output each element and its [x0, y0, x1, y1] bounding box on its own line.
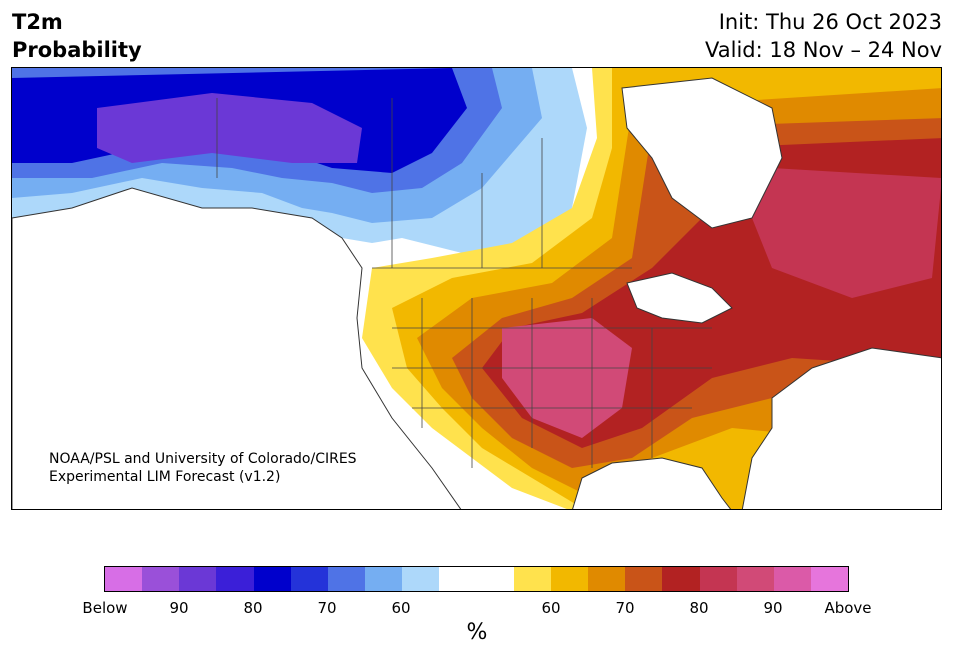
init-date: Init: Thu 26 Oct 2023	[718, 10, 942, 34]
colorbar	[104, 566, 849, 592]
colorbar-swatch	[736, 567, 774, 591]
colorbar-tick: 60	[541, 599, 561, 617]
below-strong-region	[97, 93, 362, 163]
colorbar-unit: %	[466, 620, 488, 645]
title-metric: Probability	[12, 38, 142, 62]
valid-range: Valid: 18 Nov – 24 Nov	[705, 38, 942, 62]
credit-text: NOAA/PSL and University of Colorado/CIRE…	[49, 450, 357, 486]
colorbar-swatch	[588, 567, 626, 591]
credit-line-1: NOAA/PSL and University of Colorado/CIRE…	[49, 451, 357, 467]
great-lakes	[626, 272, 733, 324]
credit-line-2: Experimental LIM Forecast (v1.2)	[49, 469, 281, 485]
colorbar-tick: Below	[82, 599, 128, 617]
colorbar-tick: 70	[317, 599, 337, 617]
colorbar-swatch	[365, 567, 403, 591]
above-max-region	[752, 168, 941, 298]
colorbar-swatch	[105, 567, 143, 591]
probability-map: NOAA/PSL and University of Colorado/CIRE…	[11, 67, 942, 510]
colorbar-swatch	[625, 567, 663, 591]
colorbar-swatch	[327, 567, 366, 591]
colorbar-tick: 80	[689, 599, 709, 617]
colorbar-tick: Above	[824, 599, 872, 617]
colorbar-swatch	[290, 567, 328, 591]
colorbar-tick: 80	[243, 599, 263, 617]
hudson-bay	[621, 77, 783, 229]
colorbar-tick: 60	[391, 599, 411, 617]
title-variable: T2m	[12, 10, 63, 34]
colorbar-tick: 70	[615, 599, 635, 617]
colorbar-swatch	[179, 567, 217, 591]
chart-title: T2m Probability	[12, 8, 142, 64]
colorbar-swatch	[773, 567, 811, 591]
colorbar-tick: 90	[169, 599, 189, 617]
colorbar-swatch	[216, 567, 254, 591]
colorbar-swatch	[439, 567, 477, 591]
political-boundaries	[216, 98, 712, 468]
colorbar-swatch	[550, 567, 589, 591]
map-svg	[12, 68, 941, 509]
pacific-ocean	[12, 187, 462, 509]
colorbar-swatch	[476, 567, 514, 591]
colorbar-swatch	[142, 567, 180, 591]
colorbar-swatch	[699, 567, 737, 591]
gulf-of-mexico	[572, 457, 732, 509]
atlantic-ocean	[741, 347, 941, 509]
colorbar-swatch	[810, 567, 849, 591]
forecast-dates: Init: Thu 26 Oct 2023 Valid: 18 Nov – 24…	[705, 8, 942, 64]
colorbar-swatch	[253, 567, 291, 591]
colorbar-tick: 90	[763, 599, 783, 617]
colorbar-swatch	[513, 567, 551, 591]
colorbar-swatch	[402, 567, 440, 591]
colorbar-swatch	[662, 567, 700, 591]
